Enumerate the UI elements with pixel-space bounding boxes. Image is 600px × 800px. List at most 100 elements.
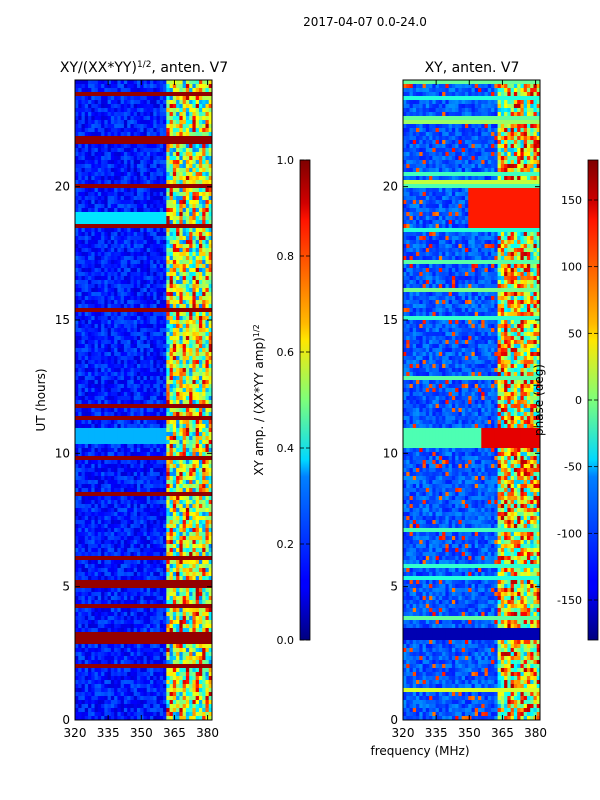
- heatmap-cell: [150, 168, 154, 173]
- heatmap-cell: [136, 360, 141, 365]
- heatmap-cell: [182, 532, 187, 537]
- heatmap-cell: [81, 276, 86, 281]
- heatmap-cell: [182, 536, 187, 541]
- heatmap-cell: [198, 284, 203, 289]
- heatmap-cell: [208, 296, 212, 301]
- heatmap-cell: [104, 380, 109, 385]
- heatmap-cell: [84, 384, 89, 389]
- heatmap-cell: [192, 96, 197, 101]
- heatmap-cell: [117, 148, 122, 153]
- heatmap-cell: [78, 468, 83, 473]
- heatmap-cell: [94, 200, 99, 205]
- heatmap-cell: [127, 104, 131, 109]
- heatmap-cell: [123, 432, 128, 437]
- heatmap-cell: [78, 84, 83, 89]
- heatmap-cell: [208, 172, 212, 177]
- heatmap-cell: [140, 504, 144, 509]
- heatmap-cell: [97, 288, 102, 293]
- heatmap-cell: [107, 280, 112, 285]
- heatmap-cell: [150, 188, 154, 193]
- heatmap-cell: [153, 312, 158, 317]
- heatmap-cell: [91, 124, 96, 129]
- heatmap-cell: [195, 428, 200, 433]
- heatmap-cell: [185, 452, 190, 457]
- heatmap-cell: [114, 520, 118, 525]
- heatmap-cell: [130, 492, 135, 497]
- heatmap-cell: [179, 284, 184, 289]
- heatmap-cell: [182, 428, 187, 433]
- heatmap-cell: [88, 328, 92, 333]
- heatmap-cell: [91, 116, 96, 121]
- heatmap-cell: [143, 332, 148, 337]
- heatmap-cell: [143, 412, 148, 417]
- heatmap-cell: [172, 236, 177, 241]
- heatmap-cell: [94, 184, 99, 189]
- heatmap-cell: [117, 344, 122, 349]
- heatmap-cell: [195, 292, 200, 297]
- heatmap-cell: [140, 468, 144, 473]
- heatmap-cell: [136, 120, 141, 125]
- heatmap-cell: [179, 292, 184, 297]
- heatmap-cell: [156, 192, 161, 197]
- heatmap-cell: [153, 232, 158, 237]
- heatmap-cell: [153, 224, 158, 229]
- heatmap-cell: [120, 252, 125, 257]
- heatmap-cell: [81, 296, 86, 301]
- heatmap-cell: [192, 376, 197, 381]
- heatmap-cell: [110, 232, 115, 237]
- heatmap-cell: [179, 168, 184, 173]
- heatmap-cell: [133, 160, 138, 165]
- heatmap-cell: [101, 444, 105, 449]
- heatmap-cell: [81, 348, 86, 353]
- heatmap-cell: [182, 128, 187, 133]
- heatmap-cell: [88, 228, 92, 233]
- heatmap-cell: [208, 284, 212, 289]
- heatmap-cell: [205, 312, 210, 317]
- heatmap-cell: [179, 380, 184, 385]
- heatmap-cell: [75, 104, 79, 109]
- heatmap-cell: [208, 252, 212, 257]
- heatmap-cell: [205, 276, 210, 281]
- heatmap-cell: [91, 368, 96, 373]
- heatmap-cell: [179, 368, 184, 373]
- heatmap-cell: [117, 444, 122, 449]
- heatmap-cell: [81, 240, 86, 245]
- heatmap-cell: [117, 256, 122, 261]
- heatmap-cell: [130, 140, 135, 145]
- heatmap-cell: [198, 328, 203, 333]
- heatmap-cell: [163, 416, 167, 421]
- heatmap-cell: [130, 516, 135, 521]
- heatmap-cell: [127, 228, 131, 233]
- heatmap-cell: [120, 412, 125, 417]
- heatmap-cell: [169, 512, 174, 517]
- heatmap-cell: [84, 452, 89, 457]
- heatmap-cell: [107, 448, 112, 453]
- heatmap-cell: [146, 368, 151, 373]
- heatmap-cell: [94, 216, 99, 221]
- heatmap-cell: [166, 228, 171, 233]
- heatmap-cell: [159, 496, 164, 501]
- heatmap-cell: [202, 456, 206, 461]
- heatmap-cell: [101, 436, 105, 441]
- heatmap-cell: [179, 116, 184, 121]
- heatmap-cell: [156, 256, 161, 261]
- heatmap-cell: [78, 116, 83, 121]
- heatmap-cell: [172, 212, 177, 217]
- heatmap-cell: [91, 472, 96, 477]
- heatmap-cell: [101, 480, 105, 485]
- heatmap-cell: [123, 496, 128, 501]
- heatmap-cell: [163, 128, 167, 133]
- heatmap-cell: [97, 476, 102, 481]
- figure-suptitle: 2017-04-07 0.0-24.0: [303, 15, 427, 29]
- heatmap-cell: [176, 348, 180, 353]
- heatmap-cell: [166, 176, 171, 181]
- heatmap-cell: [133, 416, 138, 421]
- heatmap-cell: [127, 468, 131, 473]
- heatmap-cell: [179, 136, 184, 141]
- heatmap-cell: [120, 504, 125, 509]
- heatmap-cell: [159, 108, 164, 113]
- heatmap-cell: [208, 232, 212, 237]
- heatmap-cell: [202, 80, 206, 85]
- heatmap-cell: [172, 200, 177, 205]
- heatmap-cell: [150, 516, 154, 521]
